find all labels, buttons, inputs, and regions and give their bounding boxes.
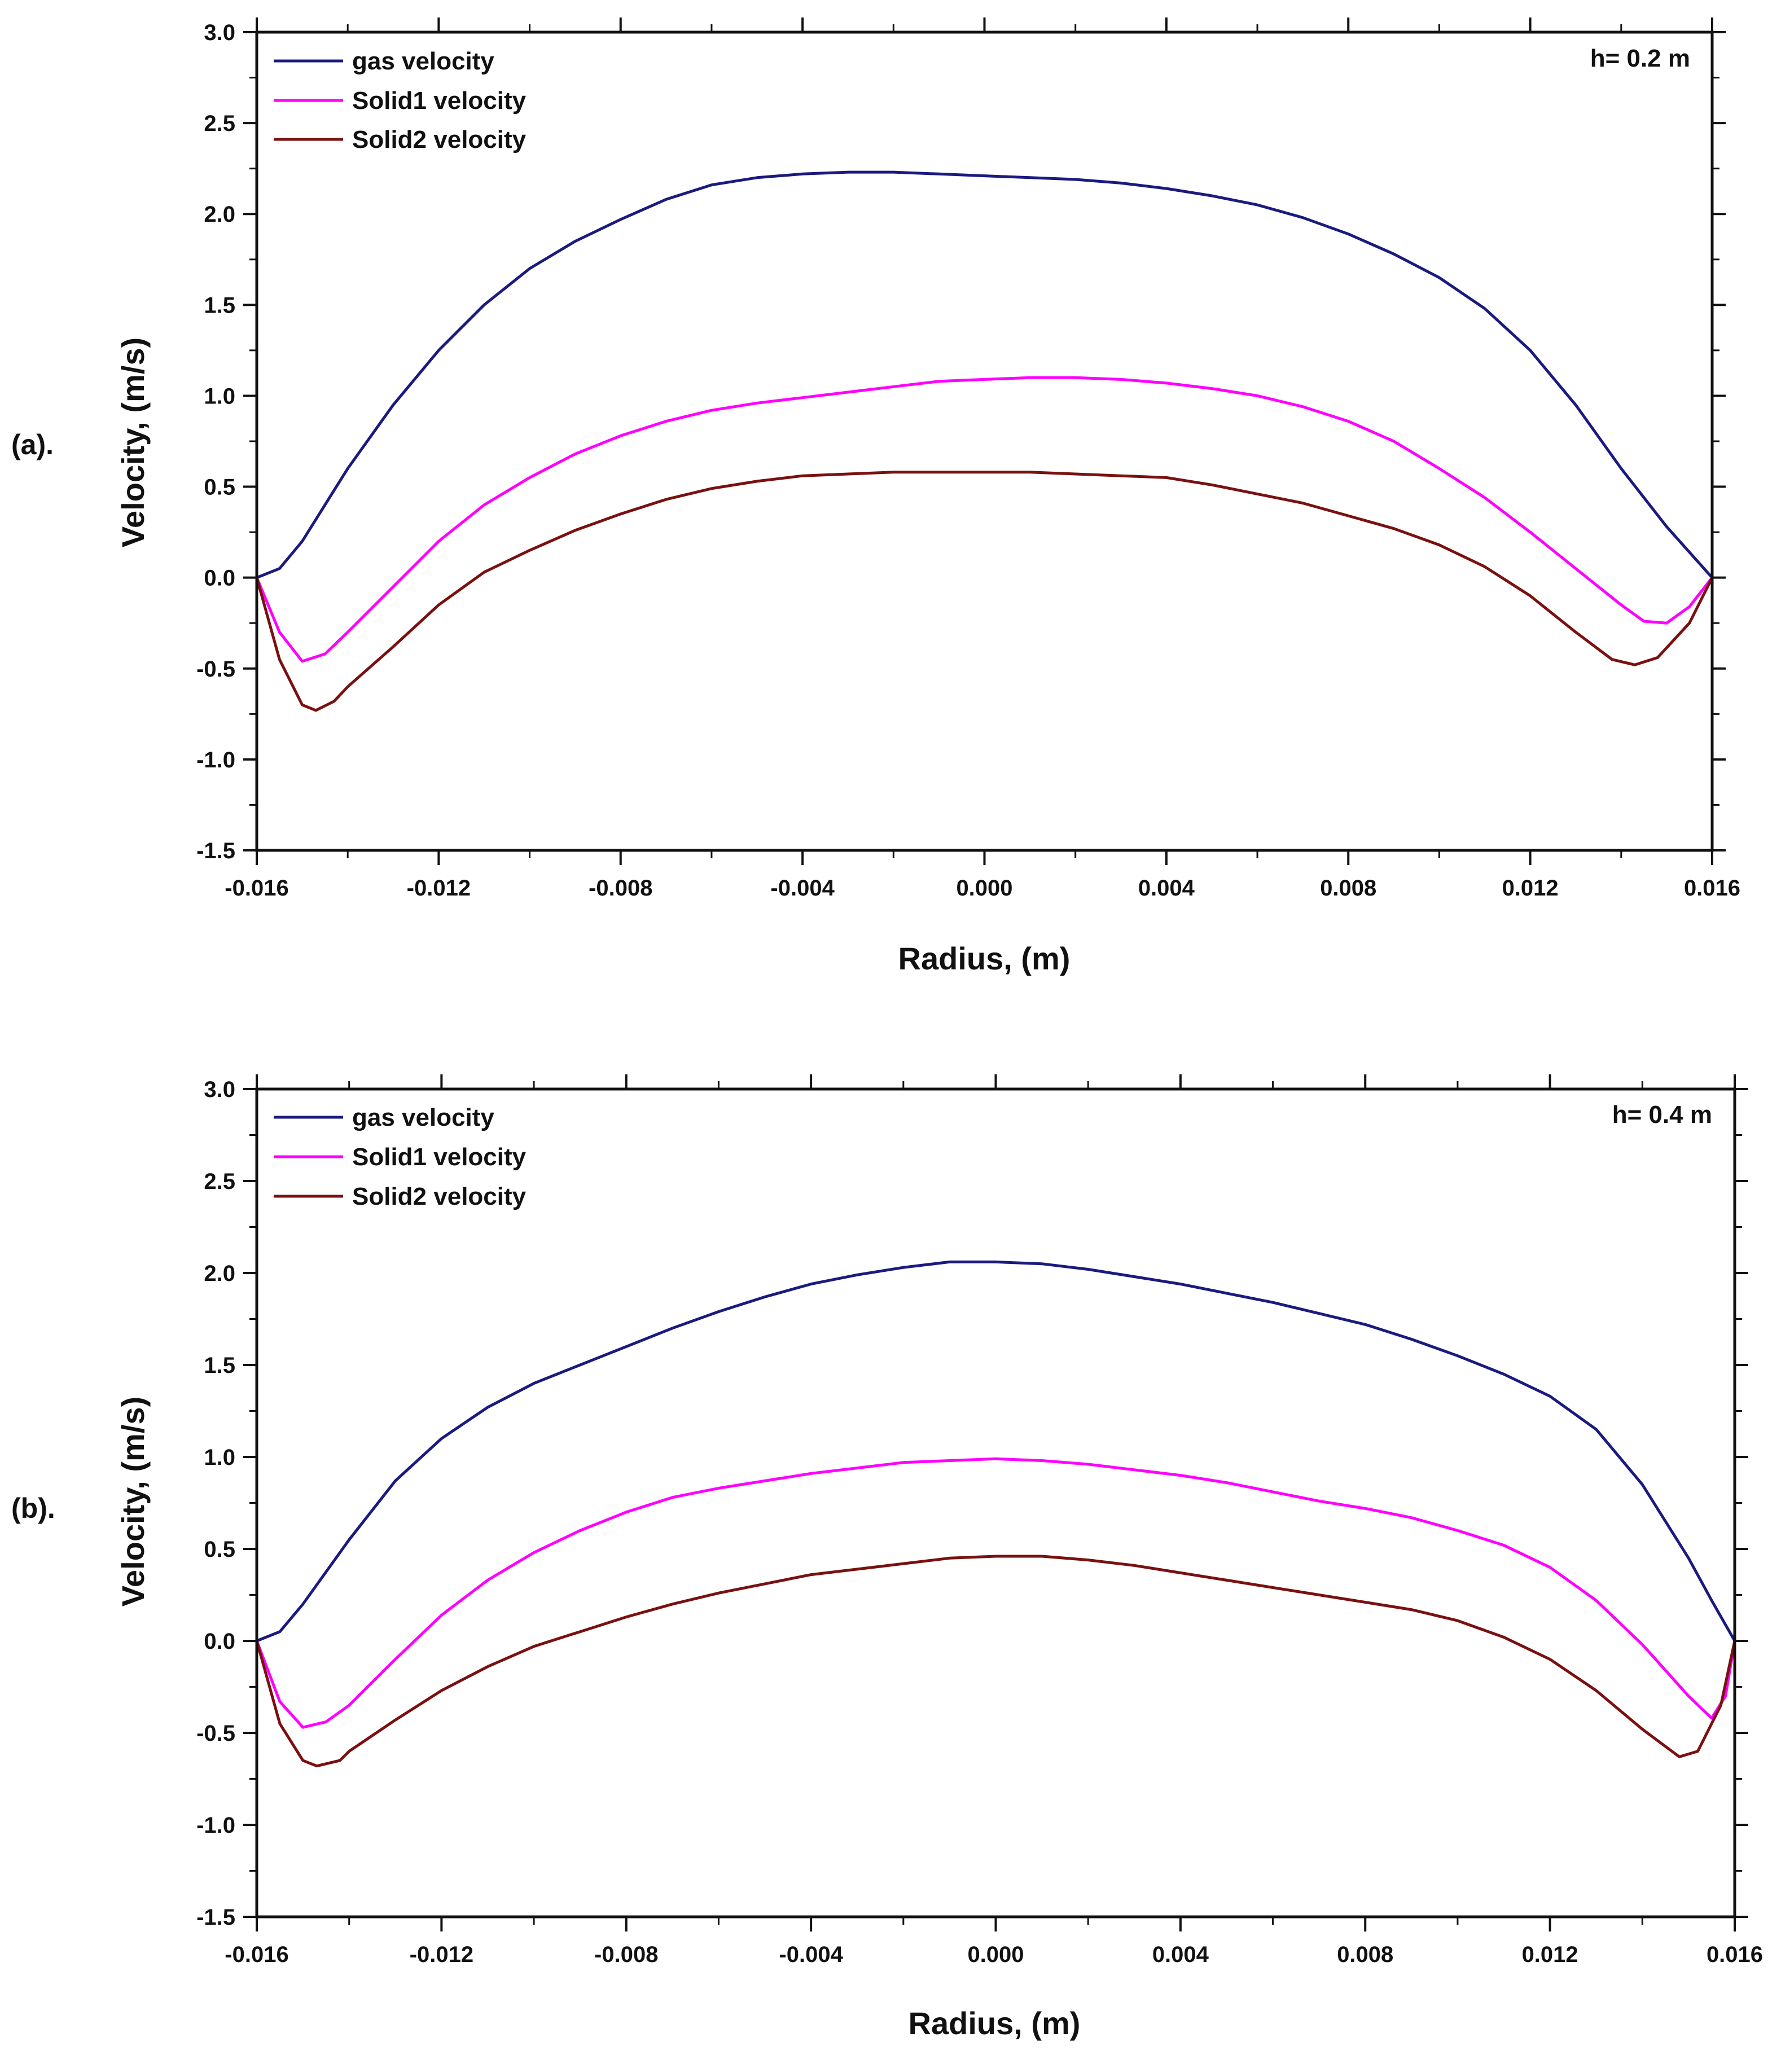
legend-a: gas velocity Solid1 velocity Solid2 velo…	[274, 47, 527, 153]
height-annotation-b: h= 0.4 m	[1612, 1101, 1712, 1129]
y-tick-label-a: 2.0	[204, 202, 235, 227]
legend-label-solid2-b: Solid2 velocity	[352, 1183, 527, 1210]
y-tick-label-b: -1.5	[196, 1905, 235, 1930]
x-tick-label-b: -0.016	[225, 1942, 288, 1967]
x-tick-label-a: 0.008	[1320, 876, 1376, 901]
y-tick-label-b: 0.0	[204, 1629, 235, 1654]
x-tick-label-a: -0.012	[407, 876, 471, 901]
x-tick-label-b: 0.012	[1522, 1942, 1578, 1967]
chart-panel-b: (b). Velocity, (m/s) Radius, (m) h= 0.4 …	[11, 1074, 1763, 2041]
legend-label-solid1-a: Solid1 velocity	[352, 87, 527, 115]
series-line-gas-b	[257, 1260, 1735, 1643]
legend-label-solid1-b: Solid1 velocity	[352, 1143, 527, 1171]
x-tick-label-a: -0.004	[770, 876, 835, 901]
series-line-solid2-b	[257, 1555, 1735, 1768]
series-line-solid1-b	[257, 1457, 1735, 1729]
y-tick-label-a: 1.0	[204, 384, 235, 409]
x-tick-label-b: 0.000	[967, 1942, 1024, 1967]
series-line-solid2-a	[257, 471, 1712, 712]
y-tick-label-b: 2.0	[204, 1261, 235, 1286]
y-tick-label-b: -0.5	[196, 1721, 235, 1746]
legend-label-solid2-a: Solid2 velocity	[352, 126, 527, 153]
x-tick-label-b: 0.004	[1152, 1942, 1209, 1967]
series-group-a	[257, 170, 1712, 712]
series-line-solid1-a	[257, 376, 1712, 663]
y-tick-label-a: 0.0	[204, 566, 235, 591]
series-line-gas-a	[257, 170, 1712, 580]
x-tick-label-a: -0.008	[589, 876, 652, 901]
y-tick-label-b: 1.5	[204, 1353, 235, 1378]
y-tick-label-a: -1.5	[196, 839, 235, 863]
y-tick-label-a: 2.5	[204, 111, 235, 136]
panel-label-a: (a).	[11, 429, 54, 460]
y-tick-label-b: 1.0	[204, 1445, 235, 1470]
x-axis-title-b: Radius, (m)	[909, 2005, 1081, 2041]
x-tick-label-a: 0.000	[956, 876, 1012, 901]
y-axis-title-b: Velocity, (m/s)	[115, 1397, 151, 1606]
y-axis-title-a: Velocity, (m/s)	[115, 337, 151, 547]
x-axis-title-a: Radius, (m)	[898, 941, 1071, 976]
x-tick-label-a: -0.016	[225, 876, 288, 901]
x-tick-label-b: -0.008	[594, 1942, 658, 1967]
chart-panel-a: (a). Velocity, (m/s) Radius, (m) h= 0.2 …	[11, 17, 1740, 976]
y-tick-label-a: 3.0	[204, 20, 235, 45]
y-tick-label-a: 1.5	[204, 293, 235, 318]
y-tick-label-a: -1.0	[196, 748, 235, 772]
x-tick-label-b: -0.012	[410, 1942, 473, 1967]
x-tick-label-b: -0.004	[779, 1942, 843, 1967]
x-tick-label-b: 0.016	[1707, 1942, 1763, 1967]
legend-b: gas velocity Solid1 velocity Solid2 velo…	[274, 1104, 527, 1210]
x-tick-label-a: 0.012	[1502, 876, 1559, 901]
series-group-b	[257, 1260, 1735, 1768]
x-tick-label-a: 0.004	[1138, 876, 1195, 901]
height-annotation-a: h= 0.2 m	[1590, 45, 1690, 72]
panel-label-b: (b).	[11, 1492, 55, 1524]
y-tick-label-b: 0.5	[204, 1537, 235, 1562]
legend-label-gas-a: gas velocity	[352, 47, 494, 75]
legend-label-gas-b: gas velocity	[352, 1104, 494, 1131]
y-tick-label-b: -1.0	[196, 1813, 235, 1838]
x-tick-label-a: 0.016	[1684, 876, 1740, 901]
y-tick-label-b: 2.5	[204, 1169, 235, 1194]
y-tick-label-a: -0.5	[196, 657, 235, 682]
x-tick-label-b: 0.008	[1337, 1942, 1393, 1967]
y-tick-label-a: 0.5	[204, 475, 235, 500]
y-tick-label-b: 3.0	[204, 1077, 235, 1102]
